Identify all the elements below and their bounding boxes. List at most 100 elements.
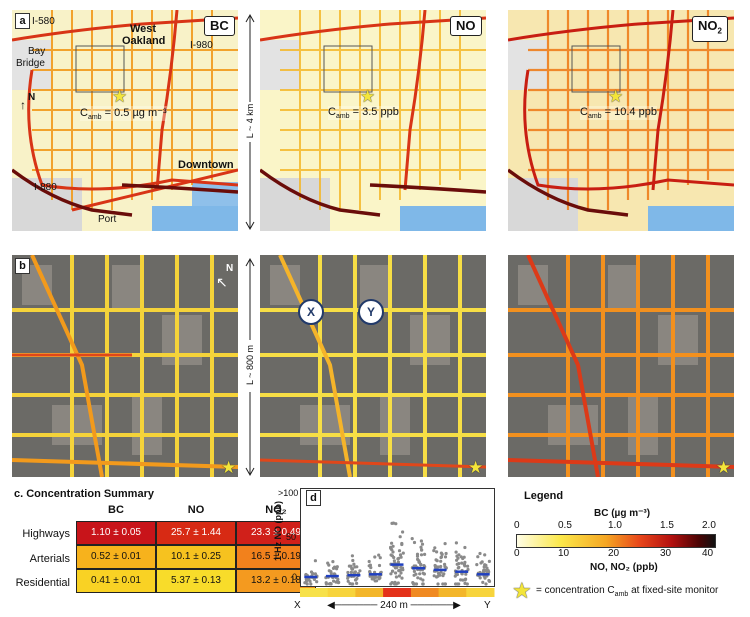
data-point [482,568,486,572]
data-point [483,576,487,580]
data-point [391,544,395,548]
data-point [352,562,356,566]
satellite-no2-roads [508,255,734,477]
data-point [351,582,355,586]
data-point [309,582,313,586]
scalebar-a-line [244,13,256,231]
data-point [443,582,447,586]
data-point [394,571,398,575]
data-point [398,535,402,539]
data-point [443,542,447,546]
data-point [308,579,312,583]
data-point [389,572,393,576]
data-point [457,562,461,566]
data-point [460,561,464,565]
camb-no2-value: = 10.4 ppb [604,106,657,118]
data-point [439,555,443,560]
panel-b-label: b [15,258,30,274]
data-point [462,555,466,559]
panel-d-ylabel: 1-Hz NO (ppb) [273,501,283,561]
data-point [423,552,427,556]
monitor-star-icon: ★ [716,458,732,477]
data-point [480,560,484,564]
data-point [443,555,448,559]
summary-col-bc: BC [108,504,124,516]
data-point [434,558,438,562]
data-point [421,578,425,582]
map-bc-city: a BC I-580 West Oakland I-980 Bay Bridge… [12,10,238,231]
north-label-b: N [226,263,234,274]
data-point [303,581,307,585]
data-point [394,575,398,579]
data-point [329,570,333,574]
data-point [393,580,397,584]
data-point [399,555,403,559]
legend-bc-tick: 0.5 [558,520,572,531]
data-point [392,559,396,563]
label-port: Port [98,214,117,225]
camb-bc: Camb = 0.5 µg m⁻³ [80,106,167,122]
summary-row-label-arterials: Arterials [29,553,70,565]
summary-col-no2: NO₂ [265,504,287,516]
data-point [378,556,382,560]
data-point [377,563,382,568]
legend-no-tick: 20 [608,548,620,559]
data-point [400,566,405,570]
camb-no: Camb = 3.5 ppb [328,106,399,121]
data-point [484,582,488,586]
data-point [435,550,439,554]
scalebar-a: L ~ 4 km [244,13,256,231]
strip-segment [466,588,495,597]
data-point [401,551,405,555]
data-point [436,565,440,569]
monitor-star-icon: ★ [221,458,237,477]
panel-d-label: d [306,490,321,506]
data-point [422,572,426,576]
satellite-no: X Y ★ [260,255,486,477]
data-point [400,542,404,547]
data-point [394,522,398,526]
data-point [481,580,485,584]
data-point [324,582,328,586]
data-point [486,569,490,573]
summary-cell: 25.7 ± 1.44 [156,521,236,545]
data-point [441,574,445,578]
data-point [304,572,308,577]
camb-bc-value: = 0.5 µg m⁻³ [104,107,167,119]
data-point [457,565,461,569]
data-point [315,580,319,584]
data-point [329,582,333,586]
panel-d-ytick-zero: 0 [292,572,298,582]
summary-title: c. Concentration Summary [14,488,154,500]
data-point [401,530,405,534]
legend-star-text-end: at fixed-site monitor [628,585,719,596]
data-point [336,581,340,585]
data-point [483,553,487,557]
data-point [397,574,401,578]
scalebar-b: L ~ 800 m [244,257,256,477]
legend-title: Legend [524,490,564,502]
legend-no-tick: 30 [660,548,672,559]
data-point [441,582,445,586]
monitor-star-icon: ★ [112,87,128,106]
summary-cell: 10.1 ± 0.25 [156,545,236,569]
data-point [416,557,420,561]
label-bay: Bay [28,46,46,57]
scalebar-b-label: L ~ 800 m [245,345,255,385]
legend-bc-ticks: 0 0.5 1.0 1.5 2.0 [514,520,720,532]
scalebar-b-line [244,257,256,477]
data-point [368,570,372,574]
legend-no-tick: 40 [702,548,714,559]
data-point [397,556,401,560]
data-point [463,578,467,582]
data-point [482,565,486,569]
point-y-marker: Y [358,299,384,325]
panel-d: 1-Hz NO (ppb) >100 50 0 d X ◀────── 240 … [262,486,502,616]
data-point [435,575,439,579]
label-west: West [130,23,157,35]
data-point [309,570,314,574]
strip-segment [438,588,467,597]
data-point [436,582,440,586]
panel-d-color-strip [300,588,495,597]
data-point [461,578,465,582]
